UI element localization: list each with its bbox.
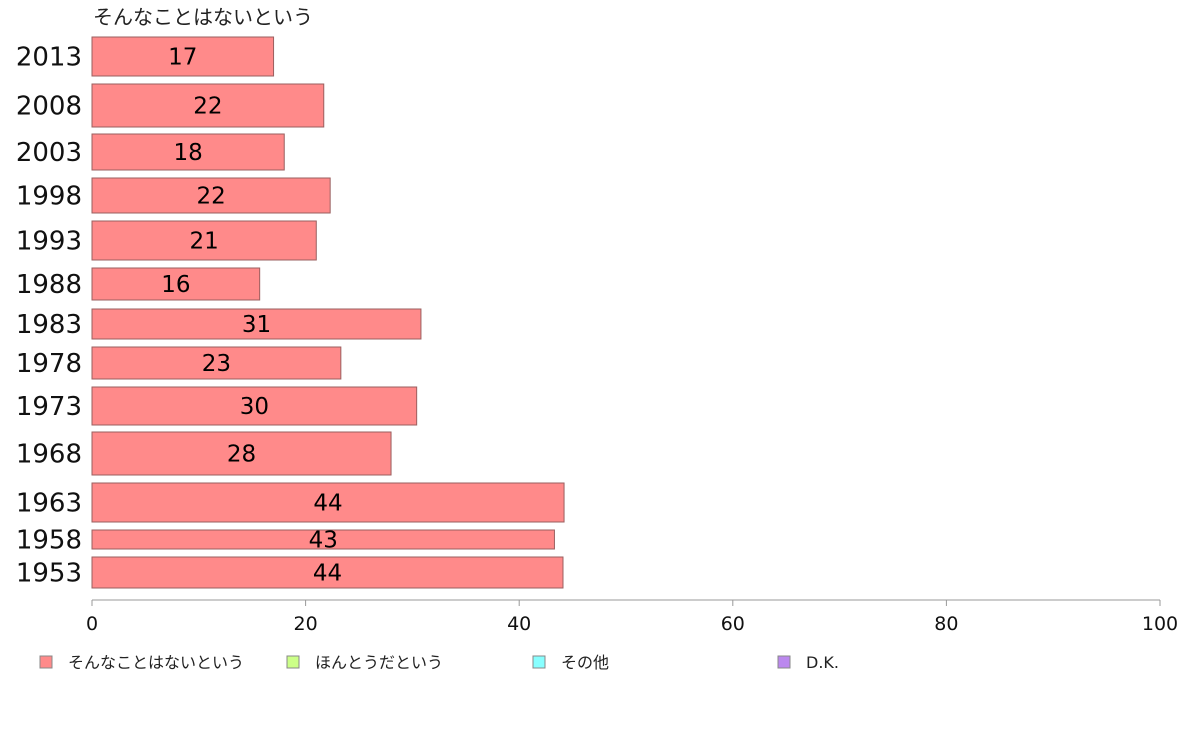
year-label-2008: 2008 xyxy=(16,92,82,122)
bar-value-1993: 21 xyxy=(189,229,218,255)
bar-1978 xyxy=(91,346,342,380)
year-label-1963: 1963 xyxy=(16,489,82,519)
year-label-1988: 1988 xyxy=(16,270,82,300)
bar-1953 xyxy=(91,556,564,589)
bars-group: 2013 17 2008 22 2003 18 1998 22 1993 21 1988 16 1983… xyxy=(16,36,565,589)
bar-1988 xyxy=(91,267,261,301)
bar-value-1998: 22 xyxy=(196,184,225,210)
bar-value-1953: 44 xyxy=(313,561,342,587)
year-label-1968: 1968 xyxy=(16,440,82,470)
year-label-1973: 1973 xyxy=(16,392,82,422)
year-label-2013: 2013 xyxy=(16,43,82,73)
bar-1983 xyxy=(91,308,422,340)
x-tick-label-40: 40 xyxy=(507,613,531,635)
bar-1958 xyxy=(91,529,555,550)
year-label-1978: 1978 xyxy=(16,349,82,379)
year-label-1953: 1953 xyxy=(16,559,82,589)
bar-value-1963: 44 xyxy=(313,491,342,517)
x-tick-label-0: 0 xyxy=(86,613,98,635)
legend: そんなことはないという ほんとうだという その他 D.K. xyxy=(39,653,839,672)
bar-value-2003: 18 xyxy=(173,140,202,166)
legend-label-3: D.K. xyxy=(806,653,839,672)
year-label-1983: 1983 xyxy=(16,310,82,340)
bar-2003 xyxy=(91,133,285,171)
bar-value-2008: 22 xyxy=(193,94,222,120)
bar-1993 xyxy=(91,220,317,261)
legend-swatch-2 xyxy=(532,655,546,669)
legend-label-0: そんなことはないという xyxy=(68,653,244,672)
x-tick-label-60: 60 xyxy=(721,613,745,635)
bar-value-1988: 16 xyxy=(161,272,190,298)
bar-value-1983: 31 xyxy=(242,312,271,338)
bar-1973 xyxy=(91,386,418,426)
legend-label-1: ほんとうだという xyxy=(315,653,443,672)
x-tick-label-80: 80 xyxy=(934,613,958,635)
year-label-2003: 2003 xyxy=(16,138,82,168)
bar-2008 xyxy=(91,83,325,128)
bar-value-2013: 17 xyxy=(168,45,197,71)
series-title: そんなことはないという xyxy=(93,5,313,29)
legend-swatch-3 xyxy=(777,655,791,669)
legend-swatch-1 xyxy=(286,655,300,669)
bar-1998 xyxy=(91,177,331,214)
bar-value-1978: 23 xyxy=(202,351,231,377)
year-label-1993: 1993 xyxy=(16,227,82,257)
bar-1968 xyxy=(91,431,392,476)
bar-2013 xyxy=(91,36,275,77)
bar-value-1968: 28 xyxy=(227,442,256,468)
bar-1963 xyxy=(91,482,565,523)
x-axis: 0 20 40 60 80 100 xyxy=(86,599,1178,635)
legend-label-2: その他 xyxy=(561,653,609,672)
x-tick-label-20: 20 xyxy=(294,613,318,635)
year-label-1958: 1958 xyxy=(16,526,82,556)
legend-swatch-0 xyxy=(39,655,53,669)
bar-value-1973: 30 xyxy=(240,394,269,420)
year-label-1998: 1998 xyxy=(16,182,82,212)
x-tick-label-100: 100 xyxy=(1142,613,1178,635)
bar-value-1958: 43 xyxy=(309,528,338,554)
